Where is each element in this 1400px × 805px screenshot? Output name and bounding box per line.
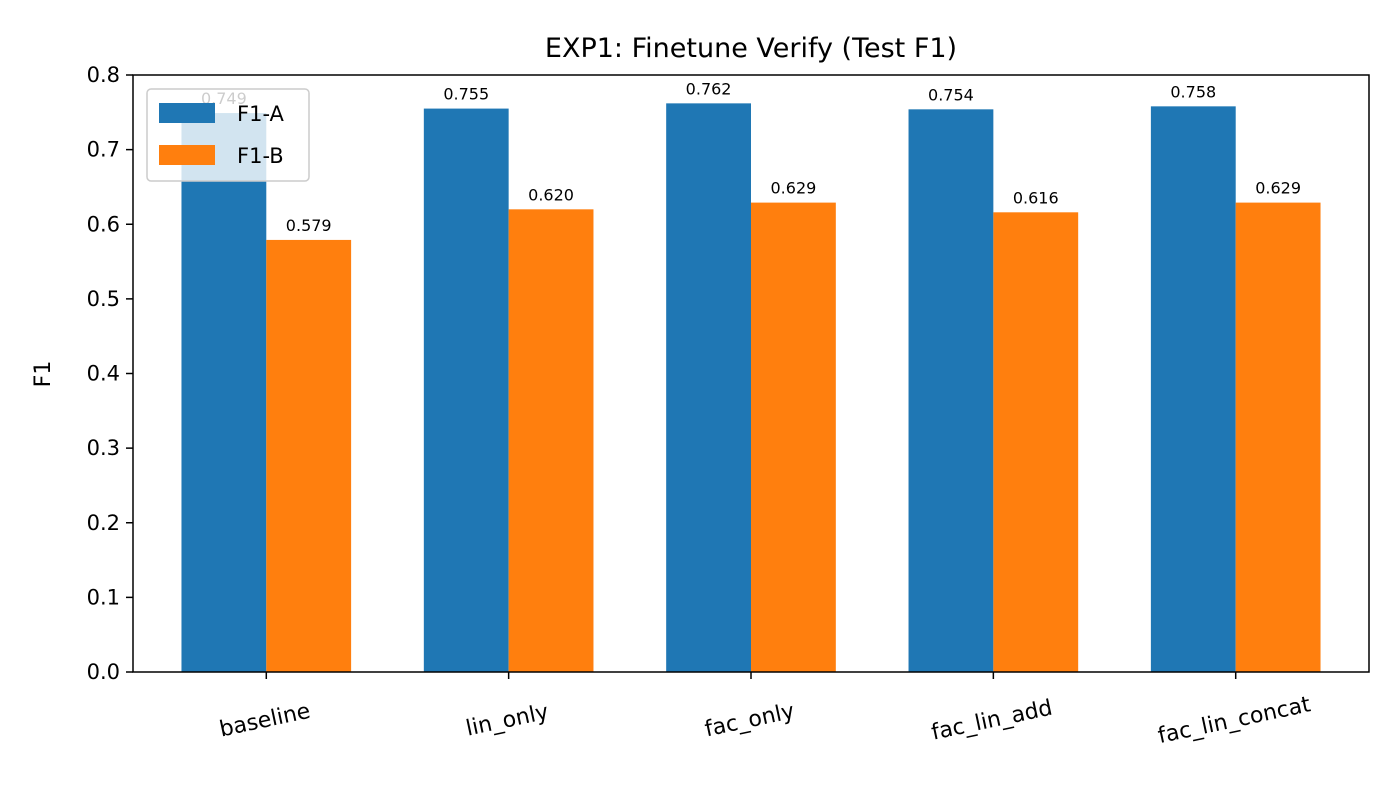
data-label: 0.579 (286, 216, 332, 235)
data-label: 0.762 (686, 79, 732, 98)
legend-label: F1-A (237, 102, 285, 126)
data-label: 0.754 (928, 85, 974, 104)
bar-f1-b-baseline (266, 239, 352, 672)
data-label: 0.755 (443, 85, 489, 104)
y-tick-label: 0.3 (87, 436, 120, 460)
data-label: 0.616 (1013, 188, 1059, 207)
data-labels-layer: 0.7490.7550.7620.7540.7580.5790.6200.629… (201, 79, 1301, 235)
bar-f1-a-fac-lin-add (908, 109, 994, 672)
legend-box (146, 88, 310, 182)
bar-f1-b-fac-lin-add (993, 212, 1079, 672)
x-category-label: fac_lin_add (929, 696, 1054, 746)
y-tick-label: 0.6 (87, 212, 120, 236)
data-label: 0.629 (771, 179, 817, 198)
data-label: 0.758 (1170, 82, 1216, 101)
data-label: 0.620 (528, 185, 574, 204)
bar-f1-b-fac-only (751, 202, 836, 672)
y-tick-label: 0.1 (87, 585, 120, 609)
y-tick-label: 0.2 (87, 511, 120, 535)
y-tick-label: 0.4 (87, 362, 120, 386)
y-axis-label: F1 (31, 361, 56, 388)
bar-f1-b-lin-only (508, 209, 594, 672)
bar-f1-a-fac-only (666, 103, 751, 673)
y-tick-label: 0.8 (87, 63, 120, 87)
x-category-label: fac_only (703, 699, 797, 742)
x-category-label: baseline (217, 699, 312, 743)
legend: F1-A F1-B (146, 88, 310, 182)
bars-layer (181, 103, 1321, 673)
bar-f1-a-lin-only (423, 108, 509, 673)
legend-label: F1-B (237, 144, 284, 168)
x-category-label: fac_lin_concat (1156, 692, 1313, 749)
x-category-label: lin_only (464, 700, 551, 742)
y-tick-label: 0.0 (87, 660, 120, 684)
legend-swatch (159, 103, 215, 123)
bar-f1-a-baseline (181, 113, 267, 673)
legend-swatch (159, 145, 215, 165)
bar-f1-a-fac-lin-concat (1150, 106, 1236, 672)
y-tick-label: 0.7 (87, 138, 120, 162)
chart-title: EXP1: Finetune Verify (Test F1) (545, 33, 957, 64)
data-label: 0.629 (1255, 179, 1301, 198)
bar-f1-b-fac-lin-concat (1235, 202, 1321, 672)
y-tick-label: 0.5 (87, 287, 120, 311)
